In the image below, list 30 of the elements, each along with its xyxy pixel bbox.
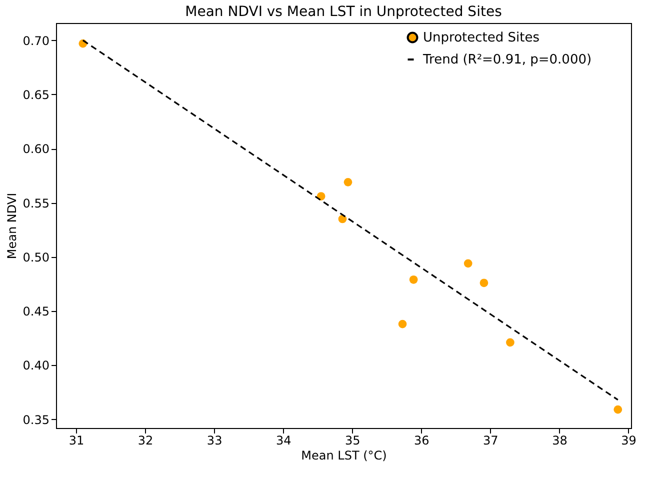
legend-label: Unprotected Sites <box>423 30 540 46</box>
legend-label: Trend (R²=0.91, p=0.000) <box>422 52 592 68</box>
y-tick-label: 0.45 <box>22 304 50 319</box>
point <box>338 214 347 224</box>
point <box>344 178 352 186</box>
y-axis-title: Mean NDVI <box>4 192 19 260</box>
x-axis-title: Mean LST (°C) <box>301 448 387 462</box>
x-tick-label: 34 <box>276 434 292 448</box>
x-tick-label: 33 <box>206 434 222 448</box>
point <box>614 405 622 414</box>
y-tick-label: 0.35 <box>22 412 50 427</box>
x-tick-label: 39 <box>621 434 636 448</box>
point <box>480 278 488 288</box>
y-tick-label: 0.70 <box>22 34 50 48</box>
x-tick-label: 38 <box>552 434 568 448</box>
point <box>409 275 418 284</box>
x-tick-label: 32 <box>138 434 154 448</box>
y-tick-label: 0.50 <box>22 250 50 264</box>
point <box>464 259 472 268</box>
point <box>506 338 514 347</box>
x-tick-label: 35 <box>344 434 360 448</box>
x-tick-label: 36 <box>414 434 430 448</box>
y-tick-label: 0.40 <box>22 358 50 373</box>
y-tick-label: 0.60 <box>22 142 50 156</box>
chart-title: Mean NDVI vs Mean LST in Unprotected Sites <box>185 4 502 20</box>
point <box>398 320 407 328</box>
x-tick-label: 37 <box>483 434 498 448</box>
x-tick-label: 31 <box>68 434 84 448</box>
y-tick-label: 0.55 <box>22 196 50 210</box>
y-tick-label: 0.65 <box>22 88 50 102</box>
